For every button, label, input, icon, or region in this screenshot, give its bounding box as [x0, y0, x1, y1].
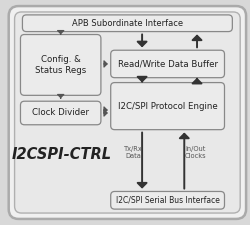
Text: I2C/SPI Serial Bus Interface: I2C/SPI Serial Bus Interface	[116, 196, 220, 205]
Text: In/Out
Clocks: In/Out Clocks	[184, 146, 206, 159]
Text: Tx/Rx
Data: Tx/Rx Data	[124, 146, 143, 159]
Text: I2CSPI-CTRL: I2CSPI-CTRL	[12, 147, 112, 162]
FancyBboxPatch shape	[14, 12, 240, 213]
FancyBboxPatch shape	[20, 101, 101, 125]
Text: I2C/SPI Protocol Engine: I2C/SPI Protocol Engine	[118, 102, 218, 111]
FancyBboxPatch shape	[20, 34, 101, 95]
FancyBboxPatch shape	[22, 15, 232, 32]
Text: APB Subordinate Interface: APB Subordinate Interface	[72, 19, 183, 28]
FancyBboxPatch shape	[9, 6, 246, 219]
Text: Read/Write Data Buffer: Read/Write Data Buffer	[118, 59, 218, 68]
Text: Config. &
Status Regs: Config. & Status Regs	[35, 55, 86, 75]
Text: Clock Divider: Clock Divider	[32, 108, 89, 117]
FancyBboxPatch shape	[111, 191, 224, 209]
FancyBboxPatch shape	[111, 83, 224, 130]
FancyBboxPatch shape	[111, 50, 224, 78]
